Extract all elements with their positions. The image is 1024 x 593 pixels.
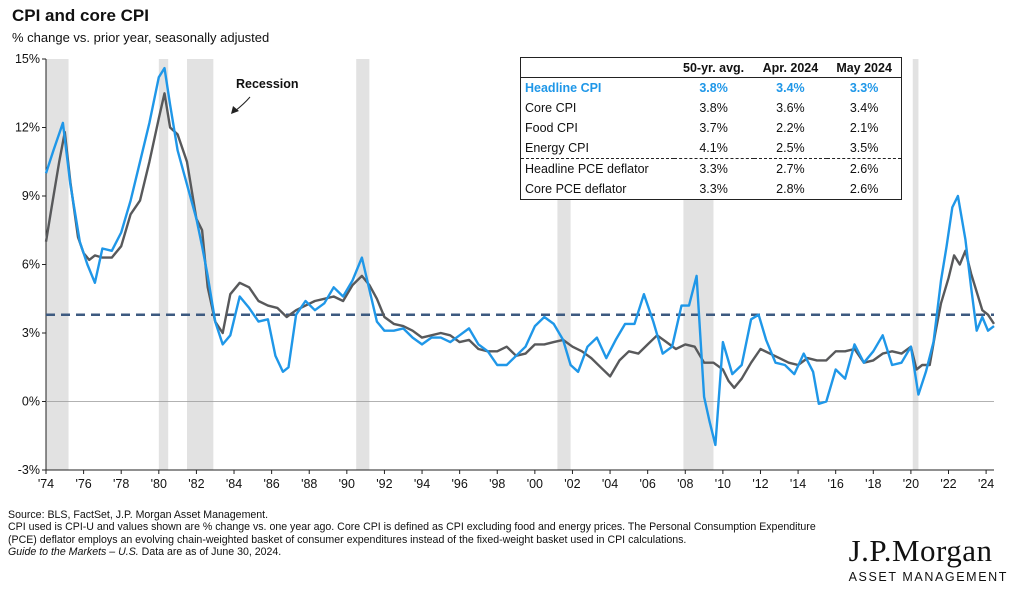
recession-arrow bbox=[234, 96, 251, 112]
table-row-food-cpi: Food CPI 3.7% 2.2% 2.1% bbox=[521, 118, 902, 138]
table-header-avg: 50-yr. avg. bbox=[673, 57, 754, 78]
x-tick-label: '88 bbox=[301, 477, 317, 491]
row-value: 3.4% bbox=[849, 101, 879, 115]
x-tick-label: '00 bbox=[527, 477, 543, 491]
row-label: Core CPI bbox=[525, 101, 577, 115]
row-value: 3.8% bbox=[699, 81, 728, 95]
table-row-headline-cpi: Headline CPI 3.8% 3.4% 3.3% bbox=[521, 78, 902, 99]
recession-band bbox=[158, 59, 169, 470]
x-tick-label: '80 bbox=[151, 477, 167, 491]
row-value: 3.3% bbox=[699, 182, 728, 196]
row-value: 3.4% bbox=[776, 81, 805, 95]
x-tick-label: '82 bbox=[188, 477, 204, 491]
table-row-core-pce: Core PCE deflator 3.3% 2.8% 2.6% bbox=[521, 179, 902, 200]
y-tick-label: 15% bbox=[15, 52, 40, 66]
x-tick-label: '92 bbox=[376, 477, 392, 491]
chart-title: CPI and core CPI bbox=[12, 6, 149, 25]
x-tick-label: '86 bbox=[263, 477, 279, 491]
row-value: 3.8% bbox=[699, 101, 728, 115]
methodology-note: CPI used is CPI-U and values shown are %… bbox=[8, 521, 816, 546]
x-tick-label: '12 bbox=[752, 477, 768, 491]
guide-note: Guide to the Markets – U.S. Data are as … bbox=[8, 546, 838, 558]
x-tick-label: '96 bbox=[451, 477, 467, 491]
table-header-apr: Apr. 2024 bbox=[753, 57, 828, 78]
x-tick-label: '22 bbox=[940, 477, 956, 491]
y-tick-label: 0% bbox=[22, 395, 40, 409]
headline-cpi-line bbox=[44, 66, 995, 447]
x-tick-label: '74 bbox=[38, 477, 54, 491]
source-note: Source: BLS, FactSet, J.P. Morgan Asset … bbox=[8, 509, 269, 521]
x-tick-label: '76 bbox=[75, 477, 91, 491]
x-tick-label: '14 bbox=[790, 477, 806, 491]
y-tick-label: 9% bbox=[22, 189, 40, 203]
x-tick-label: '16 bbox=[828, 477, 844, 491]
table-row-energy-cpi: Energy CPI 4.1% 2.5% 3.5% bbox=[521, 138, 902, 159]
row-value: 2.7% bbox=[753, 158, 828, 179]
row-value: 3.7% bbox=[699, 121, 728, 135]
x-tick-label: '90 bbox=[339, 477, 355, 491]
y-tick-label: 12% bbox=[15, 121, 40, 135]
x-tick-label: '10 bbox=[715, 477, 731, 491]
row-value: 4.1% bbox=[699, 141, 728, 155]
x-tick-label: '20 bbox=[903, 477, 919, 491]
guide-date: Data are as of June 30, 2024. bbox=[138, 546, 282, 559]
x-tick-label: '04 bbox=[602, 477, 618, 491]
row-label: Headline CPI bbox=[525, 81, 602, 95]
table-row-core-cpi: Core CPI 3.8% 3.6% 3.4% bbox=[521, 98, 902, 118]
row-label: Core PCE deflator bbox=[525, 182, 627, 196]
annotation-layer bbox=[231, 96, 251, 114]
recession-band bbox=[46, 59, 69, 470]
y-tick-label: 6% bbox=[22, 258, 40, 272]
x-tick-label: '84 bbox=[226, 477, 242, 491]
x-tick-label: '94 bbox=[414, 477, 430, 491]
table-row-headline-pce: Headline PCE deflator 3.3% 2.7% 2.6% bbox=[520, 158, 902, 179]
recession-annotation: Recession bbox=[236, 77, 299, 91]
row-value: 2.6% bbox=[827, 158, 902, 179]
chart-axes: -3% 0% 3% 6% 9% 12% 15% '74 '76 '78 '80 '82 '84 '86 '8… bbox=[15, 52, 994, 491]
x-tick-label: '98 bbox=[489, 477, 505, 491]
x-tick-label: '24 bbox=[978, 477, 994, 491]
y-tick-label: -3% bbox=[18, 463, 40, 477]
jpmorgan-logo: J.P.Morgan ASSET MANAGEMENT bbox=[848, 533, 1008, 584]
row-value: 3.3% bbox=[849, 81, 879, 95]
table-header-row: 50-yr. avg. Apr. 2024 May 2024 bbox=[520, 57, 902, 78]
guide-title: Guide to the Markets – U.S. bbox=[8, 546, 139, 559]
x-tick-label: '02 bbox=[564, 477, 580, 491]
table-header-label bbox=[520, 57, 674, 78]
x-tick-label: '08 bbox=[677, 477, 693, 491]
row-value: 3.5% bbox=[849, 141, 879, 155]
chart-subtitle: % change vs. prior year, seasonally adju… bbox=[12, 30, 270, 45]
row-label: Energy CPI bbox=[525, 141, 589, 155]
row-value: 2.8% bbox=[776, 182, 805, 196]
row-value: 3.3% bbox=[673, 158, 754, 179]
x-tick-label: '06 bbox=[640, 477, 656, 491]
x-tick-label: '78 bbox=[113, 477, 129, 491]
row-value: 2.5% bbox=[776, 141, 805, 155]
x-tick-label: '18 bbox=[865, 477, 881, 491]
recession-band bbox=[912, 59, 919, 470]
logo-name: J.P.Morgan bbox=[848, 533, 993, 568]
recession-band bbox=[187, 59, 214, 470]
row-value: 2.2% bbox=[776, 121, 805, 135]
inflation-stats-table: 50-yr. avg. Apr. 2024 May 2024 Headline … bbox=[520, 57, 902, 200]
table-header-may: May 2024 bbox=[827, 57, 902, 78]
row-value: 2.6% bbox=[849, 182, 879, 196]
row-value: 3.6% bbox=[776, 101, 805, 115]
row-label: Headline PCE deflator bbox=[520, 158, 674, 179]
series-layer bbox=[44, 66, 996, 447]
footnotes: Source: BLS, FactSet, J.P. Morgan Asset … bbox=[8, 509, 838, 559]
logo-subtitle: ASSET MANAGEMENT bbox=[848, 570, 1008, 584]
recession-arrowhead bbox=[231, 106, 239, 114]
row-value: 2.1% bbox=[849, 121, 879, 135]
row-label: Food CPI bbox=[525, 121, 578, 135]
y-tick-label: 3% bbox=[22, 326, 40, 340]
